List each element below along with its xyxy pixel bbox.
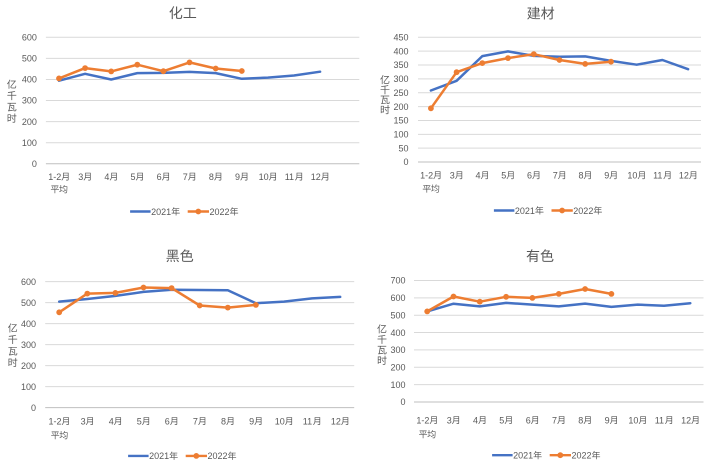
svg-text:2021: 2021: [515, 206, 535, 216]
svg-text:4: 4: [104, 172, 109, 182]
svg-text:7: 7: [552, 415, 557, 425]
svg-text:4: 4: [473, 415, 478, 425]
svg-text:6: 6: [526, 415, 531, 425]
svg-text:5: 5: [137, 416, 142, 426]
svg-text:1-2: 1-2: [416, 415, 429, 425]
svg-text:12: 12: [681, 415, 691, 425]
svg-text:300: 300: [21, 340, 36, 350]
svg-text:2021: 2021: [151, 207, 171, 217]
svg-text:400: 400: [21, 319, 36, 329]
svg-text:500: 500: [22, 54, 37, 64]
svg-text:1-2: 1-2: [49, 416, 62, 426]
svg-text:7: 7: [553, 170, 558, 180]
svg-text:300: 300: [390, 345, 405, 355]
svg-text:4: 4: [476, 170, 481, 180]
svg-text:3: 3: [450, 170, 455, 180]
svg-text:12: 12: [331, 416, 341, 426]
svg-text:600: 600: [22, 33, 37, 43]
svg-text:500: 500: [390, 310, 405, 320]
svg-text:200: 200: [390, 362, 405, 372]
svg-text:10: 10: [628, 415, 638, 425]
svg-text:9: 9: [604, 170, 609, 180]
svg-text:8: 8: [221, 416, 226, 426]
svg-text:6: 6: [157, 172, 162, 182]
svg-text:5: 5: [499, 415, 504, 425]
svg-text:2022: 2022: [210, 207, 230, 217]
svg-text:400: 400: [390, 328, 405, 338]
svg-text:0: 0: [400, 397, 405, 407]
svg-text:8: 8: [209, 172, 214, 182]
svg-text:450: 450: [393, 33, 408, 43]
svg-text:100: 100: [21, 382, 36, 392]
svg-text:3: 3: [81, 416, 86, 426]
svg-text:600: 600: [390, 293, 405, 303]
svg-text:12: 12: [679, 170, 689, 180]
svg-text:10: 10: [259, 172, 269, 182]
svg-text:2021: 2021: [513, 451, 533, 461]
svg-text:2022: 2022: [573, 206, 593, 216]
svg-text:150: 150: [393, 116, 408, 126]
svg-text:0: 0: [31, 403, 36, 413]
svg-text:8: 8: [579, 170, 584, 180]
svg-text:11: 11: [655, 415, 664, 425]
svg-text:250: 250: [393, 88, 408, 98]
svg-text:100: 100: [390, 380, 405, 390]
svg-text:9: 9: [235, 172, 240, 182]
svg-text:7: 7: [183, 172, 188, 182]
svg-text:2022: 2022: [208, 451, 228, 461]
svg-text:300: 300: [22, 96, 37, 106]
svg-text:350: 350: [393, 60, 408, 70]
svg-text:11: 11: [303, 416, 312, 426]
svg-text:0: 0: [403, 157, 408, 167]
svg-text:6: 6: [165, 416, 170, 426]
svg-text:1-2: 1-2: [420, 170, 433, 180]
svg-text:3: 3: [78, 172, 83, 182]
svg-text:50: 50: [398, 143, 408, 153]
svg-text:10: 10: [275, 416, 285, 426]
svg-text:7: 7: [193, 416, 198, 426]
svg-text:6: 6: [527, 170, 532, 180]
svg-text:200: 200: [393, 102, 408, 112]
svg-text:11: 11: [653, 170, 662, 180]
svg-text:700: 700: [390, 276, 405, 286]
svg-text:3: 3: [447, 415, 452, 425]
svg-text:5: 5: [501, 170, 506, 180]
svg-text:8: 8: [578, 415, 583, 425]
svg-text:200: 200: [22, 117, 37, 127]
svg-text:2021: 2021: [149, 451, 169, 461]
svg-text:100: 100: [393, 130, 408, 140]
svg-text:10: 10: [627, 170, 637, 180]
svg-text:4: 4: [109, 416, 114, 426]
svg-text:1-2: 1-2: [48, 172, 61, 182]
svg-text:600: 600: [21, 277, 36, 287]
svg-text:500: 500: [21, 298, 36, 308]
svg-text:300: 300: [393, 74, 408, 84]
svg-text:9: 9: [249, 416, 254, 426]
svg-text:9: 9: [605, 415, 610, 425]
svg-text:2022: 2022: [572, 451, 592, 461]
svg-text:11: 11: [285, 172, 294, 182]
svg-text:200: 200: [21, 361, 36, 371]
svg-text:0: 0: [32, 159, 37, 169]
svg-text:100: 100: [22, 138, 37, 148]
svg-text:12: 12: [311, 172, 321, 182]
svg-text:400: 400: [393, 46, 408, 56]
svg-text:400: 400: [22, 75, 37, 85]
svg-text:5: 5: [131, 172, 136, 182]
